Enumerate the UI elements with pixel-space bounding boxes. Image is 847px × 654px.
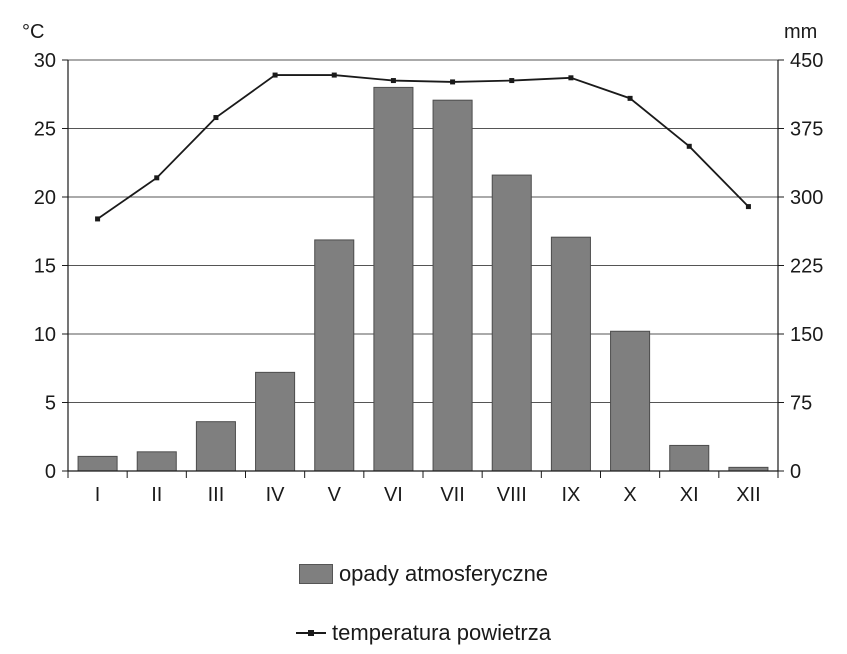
x-tick-label: IX xyxy=(561,484,580,506)
legend-line-swatch xyxy=(296,624,327,642)
temperature-point xyxy=(390,78,396,84)
precipitation-bar xyxy=(136,451,177,472)
x-tick-label: I xyxy=(95,484,101,506)
left-tick-label: 5 xyxy=(45,393,56,415)
precipitation-bars xyxy=(77,86,769,472)
temperature-line-path xyxy=(97,74,750,220)
temperature-point xyxy=(272,72,278,78)
precipitation-bar xyxy=(373,86,414,472)
temperature-point xyxy=(450,79,456,85)
x-tick-label: VII xyxy=(440,484,464,506)
x-tick-label: VIII xyxy=(497,484,527,506)
legend-bar-swatch xyxy=(298,564,333,584)
left-tick-label: 15 xyxy=(34,256,56,278)
temperature-point xyxy=(95,216,101,222)
x-tick-label: X xyxy=(623,484,636,506)
right-tick-label: 375 xyxy=(790,119,823,141)
right-tick-label: 75 xyxy=(790,393,812,415)
right-tick-label: 225 xyxy=(790,256,823,278)
left-tick-label: 10 xyxy=(34,324,56,346)
gridlines xyxy=(68,59,778,403)
temperature-point xyxy=(686,143,692,149)
right-tick-label: 450 xyxy=(790,50,823,72)
x-tick-label: II xyxy=(151,484,162,506)
right-axis-unit: mm xyxy=(784,21,817,43)
left-axis-unit: °C xyxy=(22,21,44,43)
precipitation-bar xyxy=(610,330,651,472)
temperature-point xyxy=(331,72,337,78)
legend-precipitation-label: opady atmosferyczne xyxy=(338,561,549,586)
precipitation-bar xyxy=(491,174,532,472)
temperature-point xyxy=(509,78,515,84)
precipitation-bar xyxy=(195,421,236,472)
temperature-line xyxy=(95,72,751,222)
legend-temperature: temperatura powietrza xyxy=(0,620,847,646)
temperature-point xyxy=(745,204,751,210)
precipitation-bar xyxy=(255,371,296,472)
temperature-point xyxy=(154,175,160,181)
precipitation-bar xyxy=(550,236,591,472)
legend-temperature-label: temperatura powietrza xyxy=(332,620,551,645)
left-tick-label: 0 xyxy=(45,461,56,483)
x-tick-label: XI xyxy=(680,484,699,506)
temperature-point xyxy=(213,115,219,121)
precipitation-bar xyxy=(314,239,355,472)
legend-precipitation: opady atmosferyczne xyxy=(0,561,847,587)
left-tick-label: 30 xyxy=(34,50,56,72)
right-tick-label: 150 xyxy=(790,324,823,346)
right-tick-label: 0 xyxy=(790,461,801,483)
precipitation-bar xyxy=(669,444,710,472)
x-tick-label: III xyxy=(208,484,225,506)
left-tick-label: 20 xyxy=(34,187,56,209)
x-tick-label: V xyxy=(328,484,342,506)
right-tick-label: 300 xyxy=(790,187,823,209)
x-tick-label: VI xyxy=(384,484,403,506)
x-tick-label: XII xyxy=(736,484,760,506)
precipitation-bar xyxy=(432,99,473,472)
precipitation-bar xyxy=(77,455,118,472)
left-tick-label: 25 xyxy=(34,119,56,141)
temperature-point xyxy=(627,95,633,101)
temperature-point xyxy=(568,75,574,81)
x-tick-label: IV xyxy=(266,484,286,506)
